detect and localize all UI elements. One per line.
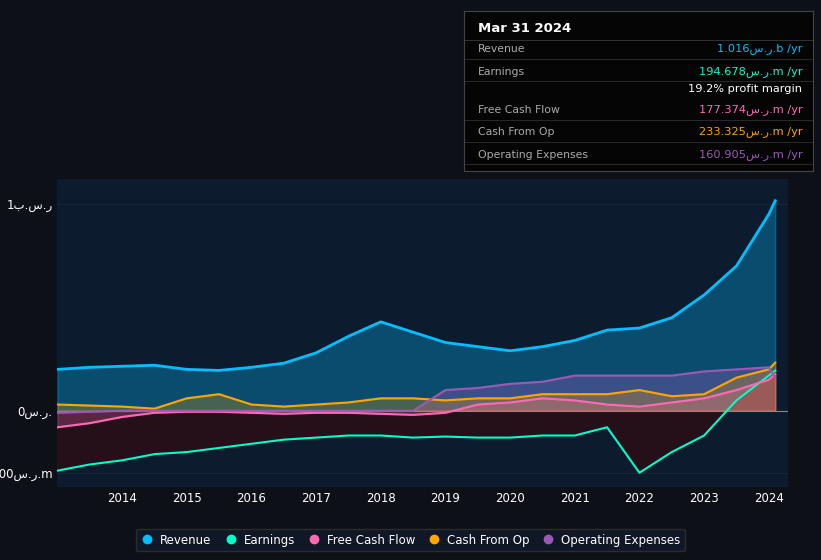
Text: Operating Expenses: Operating Expenses	[478, 150, 588, 160]
Text: 1.016س.ر.b /yr: 1.016س.ر.b /yr	[717, 43, 802, 54]
Text: Mar 31 2024: Mar 31 2024	[478, 22, 571, 35]
Text: 194.678س.ر.m /yr: 194.678س.ر.m /yr	[699, 66, 802, 77]
Legend: Revenue, Earnings, Free Cash Flow, Cash From Op, Operating Expenses: Revenue, Earnings, Free Cash Flow, Cash …	[135, 529, 686, 551]
Text: Revenue: Revenue	[478, 44, 525, 54]
Text: 19.2% profit margin: 19.2% profit margin	[688, 84, 802, 94]
Text: 233.325س.ر.m /yr: 233.325س.ر.m /yr	[699, 127, 802, 137]
Text: 177.374س.ر.m /yr: 177.374س.ر.m /yr	[699, 104, 802, 115]
Text: 160.905س.ر.m /yr: 160.905س.ر.m /yr	[699, 148, 802, 160]
Text: Earnings: Earnings	[478, 67, 525, 77]
Text: Free Cash Flow: Free Cash Flow	[478, 105, 560, 115]
Text: Cash From Op: Cash From Op	[478, 127, 554, 137]
